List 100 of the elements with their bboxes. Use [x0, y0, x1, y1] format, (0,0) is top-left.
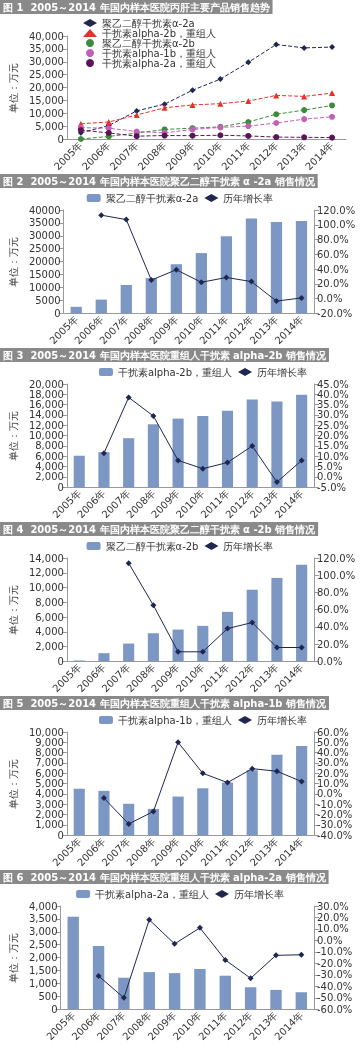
y2-tick-label: 20.0%: [317, 911, 349, 923]
y2-tick-label: -20.0%: [317, 809, 353, 821]
y-tick-label: 12,000: [28, 419, 64, 431]
y-tick-label: 0: [54, 307, 61, 319]
y2-tick-label: 60.0%: [317, 604, 349, 616]
y-tick-label: 0: [57, 481, 64, 493]
y2-tick-label: 10.0%: [317, 778, 349, 790]
y2-tick-label: -30.0%: [317, 819, 353, 831]
y-tick-label: 7,000: [35, 757, 64, 769]
y2-tick-label: 0.0%: [317, 655, 343, 667]
y-tick-label: 8,000: [35, 596, 64, 608]
y-tick-label: 1,500: [28, 965, 58, 977]
y-tick-label: 0: [51, 1003, 58, 1015]
y2-tick-label: 30.0%: [317, 757, 349, 769]
y-tick-label: 30,000: [28, 56, 64, 68]
y2-tick-label: 0.0%: [317, 788, 343, 800]
y2-tick-label: -10.0%: [317, 946, 353, 958]
y-tick-label: 40,000: [28, 30, 64, 42]
y2-tick-label: 40.0%: [317, 388, 349, 400]
y2-tick-label: 60.0%: [317, 726, 349, 738]
y-axis-title: 单位：万元: [7, 758, 19, 809]
y-tick-label: 35,000: [28, 43, 64, 55]
legend-label: 历年增长率: [223, 540, 274, 552]
legend-label: 历年增长率: [223, 192, 274, 204]
y2-tick-label: 15.0%: [317, 440, 349, 452]
y2-tick-label: -10.0%: [317, 798, 353, 810]
y2-tick-label: 0.0%: [317, 293, 343, 305]
y-tick-label: 4,000: [35, 788, 64, 800]
y-tick-label: 2,000: [35, 641, 64, 653]
y-tick-label: 2,000: [35, 471, 64, 483]
y-tick-label: 5,000: [35, 778, 64, 790]
y2-tick-label: 35.0%: [317, 399, 349, 411]
y2-tick-label: 20.0%: [317, 278, 349, 290]
y-axis-title: 单位：万元: [7, 62, 19, 113]
y2-tick-label: 0.0%: [317, 471, 343, 483]
y-tick-label: 20000: [28, 256, 61, 268]
y-tick-label: 10,000: [28, 430, 64, 442]
y2-tick-label: 10.0%: [317, 923, 349, 935]
legend-label: 干扰素alpha-2b，重组人: [117, 366, 233, 378]
y-tick-label: 14,000: [28, 552, 64, 564]
y-tick-label: 4,000: [28, 900, 58, 912]
y-tick-label: 6,000: [35, 767, 64, 779]
y-tick-label: 20,000: [28, 378, 64, 390]
chart-title: 图 5 2005～2014 年国内样本医院重组人干扰素 alpha-1b 销售情况: [3, 697, 327, 709]
y2-tick-label: 20.0%: [317, 767, 349, 779]
y2-tick-label: 5.0%: [317, 461, 343, 473]
y-tick-label: 25,000: [28, 69, 64, 81]
y2-tick-label: 80.0%: [317, 586, 349, 598]
y2-tick-label: 120.0%: [317, 552, 356, 564]
y-tick-label: 2,000: [28, 952, 58, 964]
y2-tick-label: -40.0%: [317, 829, 353, 841]
y-tick-label: 4,000: [35, 461, 64, 473]
y2-tick-label: 30.0%: [317, 900, 349, 912]
y2-tick-label: 100.0%: [317, 569, 356, 581]
y2-tick-label: 40.0%: [317, 747, 349, 759]
y2-tick-label: -60.0%: [317, 1003, 353, 1015]
y-tick-label: 10,000: [28, 582, 64, 594]
y-tick-label: 5000: [35, 294, 61, 306]
legend-label: 干扰素alpha-2a，重组人: [95, 888, 209, 900]
legend-label: 历年增长率: [257, 714, 307, 726]
chart-title: 图 3 2005～2014 年国内样本医院重组人干扰素 alpha-2b 销售情况: [3, 349, 327, 361]
y-tick-label: 8,000: [35, 747, 64, 759]
y-tick-label: 3,000: [28, 926, 58, 938]
y2-tick-label: -30.0%: [317, 969, 353, 981]
y-tick-label: 12,000: [28, 567, 64, 579]
y-tick-label: 6,000: [35, 611, 64, 623]
y-tick-label: 20,000: [28, 82, 64, 94]
legend-label: 聚乙二醇干扰素α-2a: [105, 192, 199, 204]
y-tick-label: 30000: [28, 230, 61, 242]
y-tick-label: 0: [57, 133, 64, 145]
y-tick-label: 40000: [28, 204, 61, 216]
y-tick-label: 5,000: [35, 120, 64, 132]
y-tick-label: 18,000: [28, 388, 64, 400]
y2-tick-label: 0.0%: [317, 934, 343, 946]
y2-tick-label: 25.0%: [317, 419, 349, 431]
y-tick-label: 4,000: [35, 626, 64, 638]
y2-tick-label: 20.0%: [317, 638, 349, 650]
y2-tick-label: 20.0%: [317, 430, 349, 442]
y2-tick-label: 40.0%: [317, 263, 349, 275]
y2-tick-label: -40.0%: [317, 980, 353, 992]
y-tick-label: 1,000: [35, 819, 64, 831]
y-tick-label: 8,000: [35, 440, 64, 452]
y-tick-label: 10000: [28, 281, 61, 293]
y2-tick-label: 10.0%: [317, 450, 349, 462]
y2-tick-label: -20.0%: [317, 957, 353, 969]
y-tick-label: 15000: [28, 269, 61, 281]
y-tick-label: 6,000: [35, 450, 64, 462]
legend-label: 历年增长率: [257, 366, 307, 378]
legend-label: 干扰素alpha-1b，重组人: [117, 714, 233, 726]
y2-tick-label: -5.0%: [317, 481, 347, 493]
legend-label: 聚乙二醇干扰素α-2b: [105, 540, 199, 552]
y-tick-label: 2,000: [35, 809, 64, 821]
y2-tick-label: -20.0%: [317, 307, 353, 319]
y-tick-label: 500: [38, 990, 58, 1002]
chart-title: 图 4 2005～2014 年国内样本医院聚乙二醇干扰素 α -2b 销售情况: [3, 523, 317, 535]
legend-label: 干扰素alpha-2b，重组人: [102, 27, 217, 39]
y-axis-title: 单位：万元: [7, 584, 19, 635]
y-tick-label: 3,000: [35, 798, 64, 810]
y-tick-label: 1,000: [28, 977, 58, 989]
y-tick-label: 10,000: [28, 726, 64, 738]
